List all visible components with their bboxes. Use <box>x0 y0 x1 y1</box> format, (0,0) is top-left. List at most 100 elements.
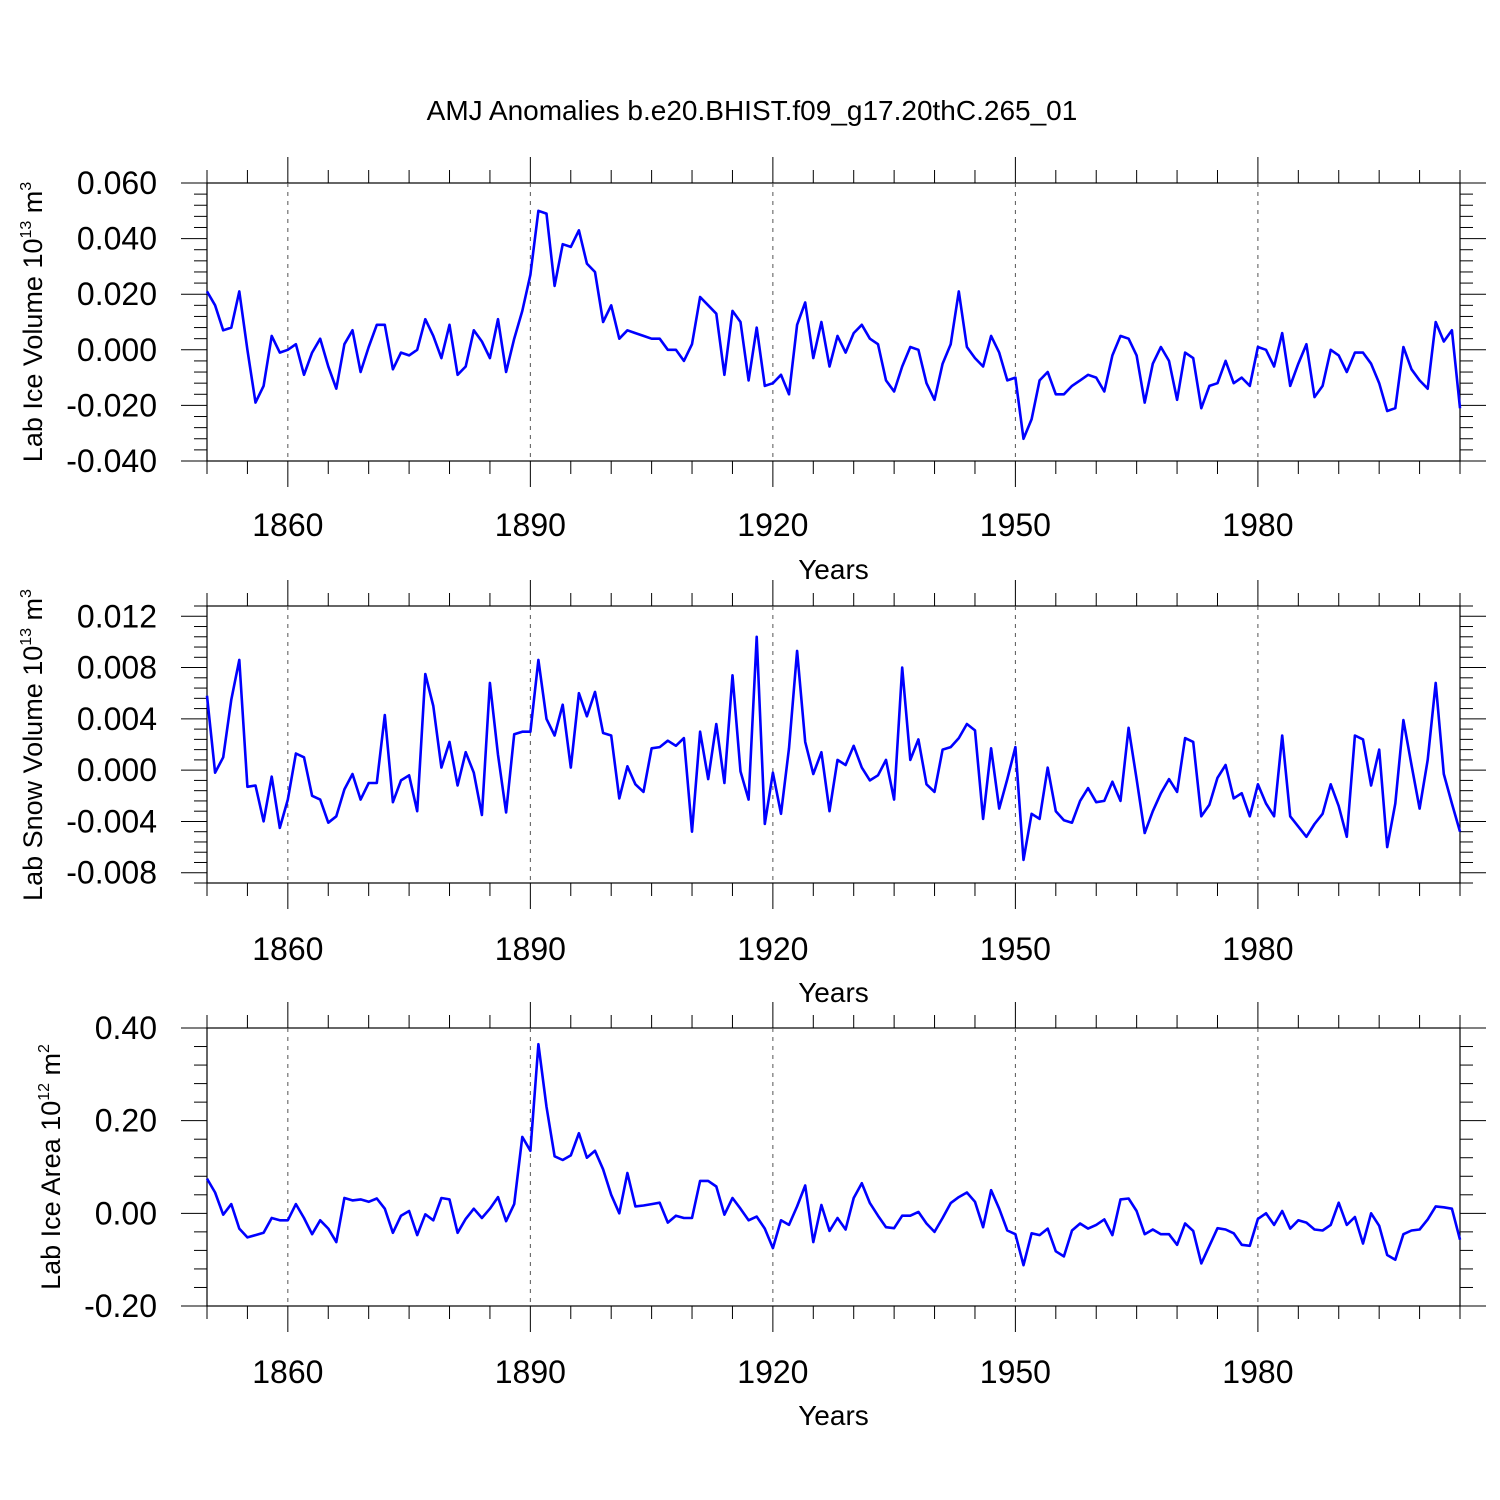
data-point <box>1411 764 1412 765</box>
data-point <box>1176 791 1177 792</box>
x-tick-label: 1920 <box>737 1354 808 1390</box>
data-point <box>1282 735 1283 736</box>
data-point <box>813 1241 814 1242</box>
data-point <box>263 821 264 822</box>
data-point <box>942 749 943 750</box>
y-tick-label: 0.040 <box>77 221 157 257</box>
data-point <box>489 682 490 683</box>
data-point <box>1128 727 1129 728</box>
y-tick-label: -0.20 <box>84 1288 157 1324</box>
data-point <box>991 335 992 336</box>
data-point <box>311 1234 312 1235</box>
data-point <box>481 814 482 815</box>
data-point <box>926 383 927 384</box>
data-point <box>449 741 450 742</box>
data-point <box>756 1216 757 1217</box>
data-point <box>1071 822 1072 823</box>
data-point <box>683 737 684 738</box>
data-point <box>1096 377 1097 378</box>
data-point <box>1435 682 1436 683</box>
data-point <box>247 786 248 787</box>
data-point <box>570 767 571 768</box>
data-point <box>481 1217 482 1218</box>
data-point <box>1152 363 1153 364</box>
data-point <box>1144 832 1145 833</box>
series-line <box>205 1042 1462 1267</box>
data-point <box>336 1241 337 1242</box>
data-point <box>974 358 975 359</box>
data-point <box>320 338 321 339</box>
data-point <box>1112 781 1113 782</box>
data-point <box>853 1197 854 1198</box>
data-point <box>1273 816 1274 817</box>
data-point <box>425 1214 426 1215</box>
data-point <box>1120 1199 1121 1200</box>
data-point <box>1395 1259 1396 1260</box>
data-point <box>271 776 272 777</box>
data-point <box>562 704 563 705</box>
data-point <box>966 1192 967 1193</box>
data-point <box>465 1218 466 1219</box>
data-point <box>1225 1229 1226 1230</box>
panel-3: -0.20 0.00 0.20 0.40 1860 1890 1920 1950 1980 Yea… <box>36 1002 1486 1431</box>
data-point <box>336 388 337 389</box>
data-point <box>231 327 232 328</box>
data-point <box>853 333 854 334</box>
data-point <box>974 1201 975 1202</box>
data-point <box>732 675 733 676</box>
data-point <box>336 816 337 817</box>
data-point <box>384 324 385 325</box>
data-point <box>295 753 296 754</box>
data-point <box>1354 735 1355 736</box>
data-point <box>740 321 741 322</box>
data-point <box>1290 385 1291 386</box>
data-point <box>1362 1243 1363 1244</box>
plot-frame <box>206 605 1461 884</box>
data-point <box>1201 816 1202 817</box>
data-point <box>1079 1223 1080 1224</box>
data-point <box>667 1222 668 1223</box>
data-point <box>603 321 604 322</box>
data-point <box>546 213 547 214</box>
data-point <box>1346 1224 1347 1225</box>
data-point <box>1160 1234 1161 1235</box>
data-point <box>603 732 604 733</box>
data-point <box>877 344 878 345</box>
data-point <box>1217 383 1218 384</box>
data-point <box>708 779 709 780</box>
data-point <box>942 1217 943 1218</box>
data-point <box>659 746 660 747</box>
data-point <box>360 1199 361 1200</box>
data-point <box>716 1186 717 1187</box>
y-tick-label: -0.008 <box>66 855 157 891</box>
data-point <box>368 346 369 347</box>
data-point <box>966 346 967 347</box>
data-point <box>1193 741 1194 742</box>
data-point <box>1120 800 1121 801</box>
data-point <box>1322 813 1323 814</box>
y-axis-label: Lab Ice Volume 1013 m3 <box>18 182 48 462</box>
data-point <box>1451 1208 1452 1209</box>
x-tick-label: 1950 <box>980 1354 1051 1390</box>
data-point <box>538 210 539 211</box>
data-point <box>303 757 304 758</box>
data-point <box>1419 1229 1420 1230</box>
data-point <box>368 782 369 783</box>
data-point <box>562 244 563 245</box>
data-point <box>837 1217 838 1218</box>
data-point <box>287 799 288 800</box>
data-point <box>287 1220 288 1221</box>
data-point <box>311 352 312 353</box>
data-point <box>1273 366 1274 367</box>
x-tick-label: 1920 <box>737 931 808 967</box>
data-point <box>1362 739 1363 740</box>
data-point <box>1330 1224 1331 1225</box>
data-point <box>368 1201 369 1202</box>
y-axis-label: Lab Snow Volume 1013 m3 <box>18 589 48 901</box>
data-point <box>894 391 895 392</box>
data-point <box>1338 355 1339 356</box>
data-point <box>433 335 434 336</box>
data-point <box>530 1150 531 1151</box>
data-point <box>877 1215 878 1216</box>
data-point <box>1306 836 1307 837</box>
